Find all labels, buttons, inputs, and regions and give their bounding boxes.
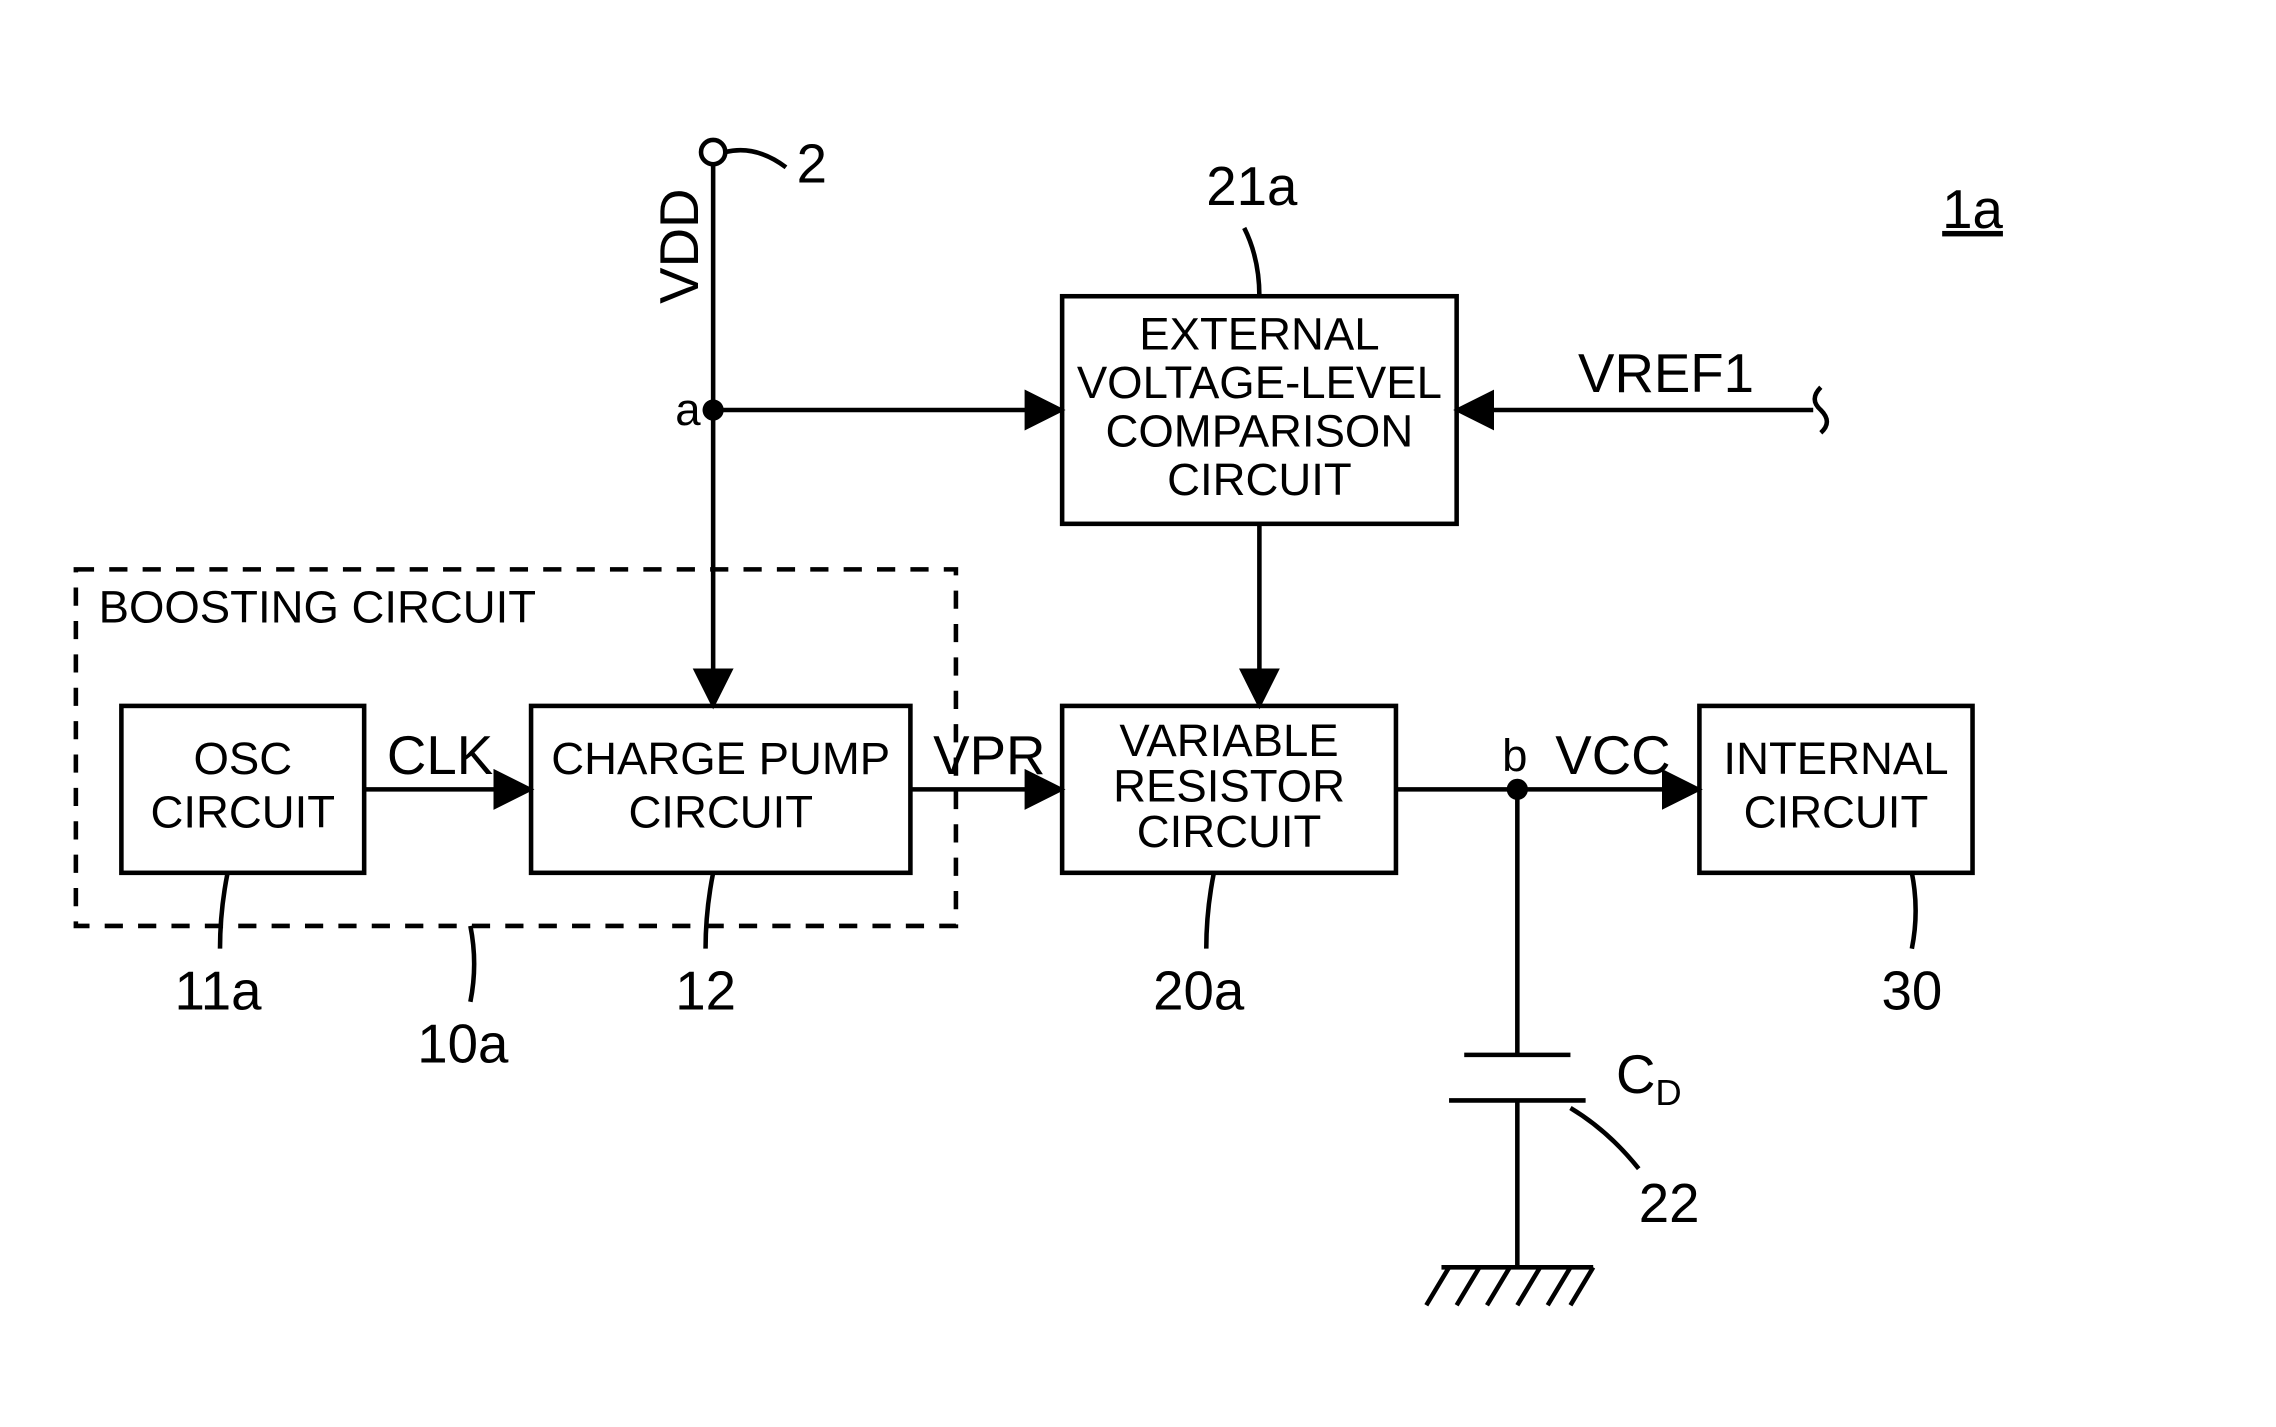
ref-1a: 1a: [1942, 179, 2003, 240]
int-line2: CIRCUIT: [1744, 786, 1929, 837]
vpr-label: VPR: [933, 725, 1045, 786]
cp-line2: CIRCUIT: [628, 786, 813, 837]
vcc-label: VCC: [1555, 725, 1670, 786]
leader-20a: [1206, 873, 1214, 949]
leader-21a: [1244, 228, 1259, 296]
vref1-source-squiggle: [1815, 387, 1827, 433]
ref-21a: 21a: [1206, 156, 1298, 217]
ref-30: 30: [1881, 960, 1942, 1021]
osc-line1: OSC: [193, 733, 292, 784]
vr-line2: RESISTOR: [1113, 761, 1345, 812]
vdd-terminal: [701, 140, 725, 164]
ext-line2: VOLTAGE-LEVEL: [1077, 357, 1442, 408]
ref-2: 2: [797, 133, 827, 194]
ext-line3: COMPARISON: [1106, 405, 1414, 456]
cap-name: CD: [1616, 1044, 1682, 1113]
ref-10a: 10a: [417, 1013, 509, 1074]
leader-2: [725, 150, 786, 167]
osc-line2: CIRCUIT: [150, 786, 335, 837]
gnd-hatch: [1457, 1267, 1480, 1305]
leader-11a: [220, 873, 228, 949]
vdd-label: VDD: [649, 189, 710, 304]
clk-label: CLK: [387, 725, 493, 786]
ref-11a: 11a: [174, 960, 262, 1021]
leader-30: [1912, 873, 1916, 949]
node-a-label: a: [675, 384, 701, 435]
gnd-hatch: [1548, 1267, 1571, 1305]
int-line1: INTERNAL: [1723, 733, 1948, 784]
ext-line1: EXTERNAL: [1139, 308, 1379, 359]
vr-line3: CIRCUIT: [1137, 806, 1322, 857]
vref1-label: VREF1: [1578, 343, 1754, 404]
leader-10a: [470, 926, 474, 1002]
gnd-hatch: [1517, 1267, 1540, 1305]
ref-22: 22: [1639, 1173, 1700, 1234]
node-b-label: b: [1502, 730, 1527, 781]
cp-line1: CHARGE PUMP: [551, 733, 890, 784]
block-diagram: BOOSTING CIRCUIT OSC CIRCUIT CHARGE PUMP…: [0, 0, 2276, 1427]
ref-12: 12: [675, 960, 736, 1021]
ext-line4: CIRCUIT: [1167, 454, 1352, 505]
vr-line1: VARIABLE: [1119, 715, 1338, 766]
gnd-hatch: [1426, 1267, 1449, 1305]
boosting-circuit-label: BOOSTING CIRCUIT: [99, 581, 536, 632]
gnd-hatch: [1487, 1267, 1510, 1305]
leader-12: [706, 873, 714, 949]
gnd-hatch: [1570, 1267, 1593, 1305]
ref-20a: 20a: [1153, 960, 1245, 1021]
leader-22: [1570, 1108, 1638, 1169]
